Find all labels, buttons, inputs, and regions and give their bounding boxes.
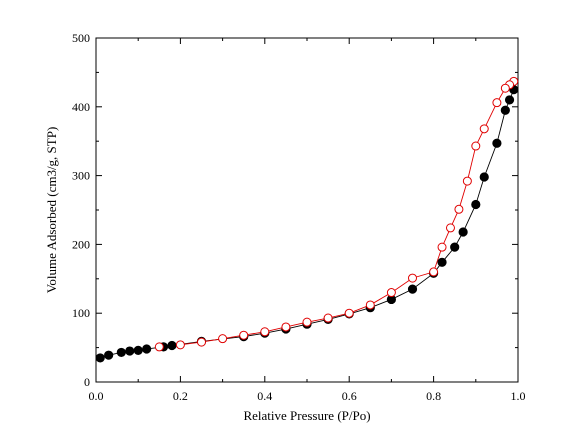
desorption-point (281, 322, 291, 332)
desorption-point (323, 313, 333, 323)
adsorption-point (167, 340, 177, 351)
x-tick-label: 1.0 (511, 389, 526, 403)
x-tick-label: 0.8 (426, 389, 441, 403)
adsorption-point (504, 95, 515, 105)
desorption-point (197, 337, 206, 347)
y-tick-label: 300 (72, 169, 90, 183)
x-axis-title: Relative Pressure (P/Po) (243, 408, 370, 423)
adsorption-point (437, 257, 447, 267)
adsorption-point (116, 347, 126, 358)
desorption-point (408, 273, 417, 283)
x-tick-label: 0.6 (342, 389, 357, 403)
desorption-point (344, 308, 354, 318)
desorption-point (302, 317, 312, 327)
adsorption-point (95, 353, 105, 363)
adsorption-point (133, 345, 143, 355)
desorption-point (462, 176, 472, 186)
adsorption-point (142, 344, 152, 354)
y-tick-label: 0 (84, 375, 90, 389)
adsorption-point (492, 138, 502, 148)
adsorption-point (500, 105, 510, 115)
desorption-point (454, 204, 464, 214)
desorption-point (365, 300, 375, 310)
desorption-point (154, 342, 164, 352)
desorption-point (386, 288, 396, 298)
desorption-point (492, 98, 502, 108)
y-tick-label: 500 (72, 31, 90, 45)
desorption-point (218, 334, 228, 344)
adsorption-point (125, 346, 135, 356)
desorption-point (437, 242, 447, 252)
y-tick-label: 400 (72, 100, 90, 114)
desorption-point (239, 330, 249, 340)
desorption-line (159, 80, 515, 348)
y-axis-title: Volume Adsorbed (cm3/g, STP) (44, 127, 59, 294)
y-tick-label: 200 (72, 237, 90, 251)
x-tick-label: 0.2 (173, 389, 188, 403)
desorption-point (260, 327, 270, 337)
desorption-point (479, 124, 489, 134)
desorption-point (500, 83, 510, 93)
adsorption-point (479, 172, 489, 182)
desorption-point (429, 267, 439, 277)
adsorption-point (471, 199, 481, 210)
y-tick-label: 100 (72, 306, 90, 320)
ticks-layer: 0.0 0.2 0.4 0.6 0.8 1.0 0 100 200 300 400 500 (72, 31, 526, 403)
x-tick-label: 0.4 (257, 389, 272, 403)
x-tick-label: 0.0 (89, 389, 104, 403)
adsorption-point (407, 284, 418, 294)
series-layer (95, 76, 519, 363)
desorption-point (471, 141, 481, 151)
adsorption-point (458, 227, 468, 237)
desorption-point (175, 340, 185, 350)
adsorption-point (450, 242, 460, 252)
desorption-point (445, 223, 455, 233)
adsorption-point (104, 350, 114, 360)
